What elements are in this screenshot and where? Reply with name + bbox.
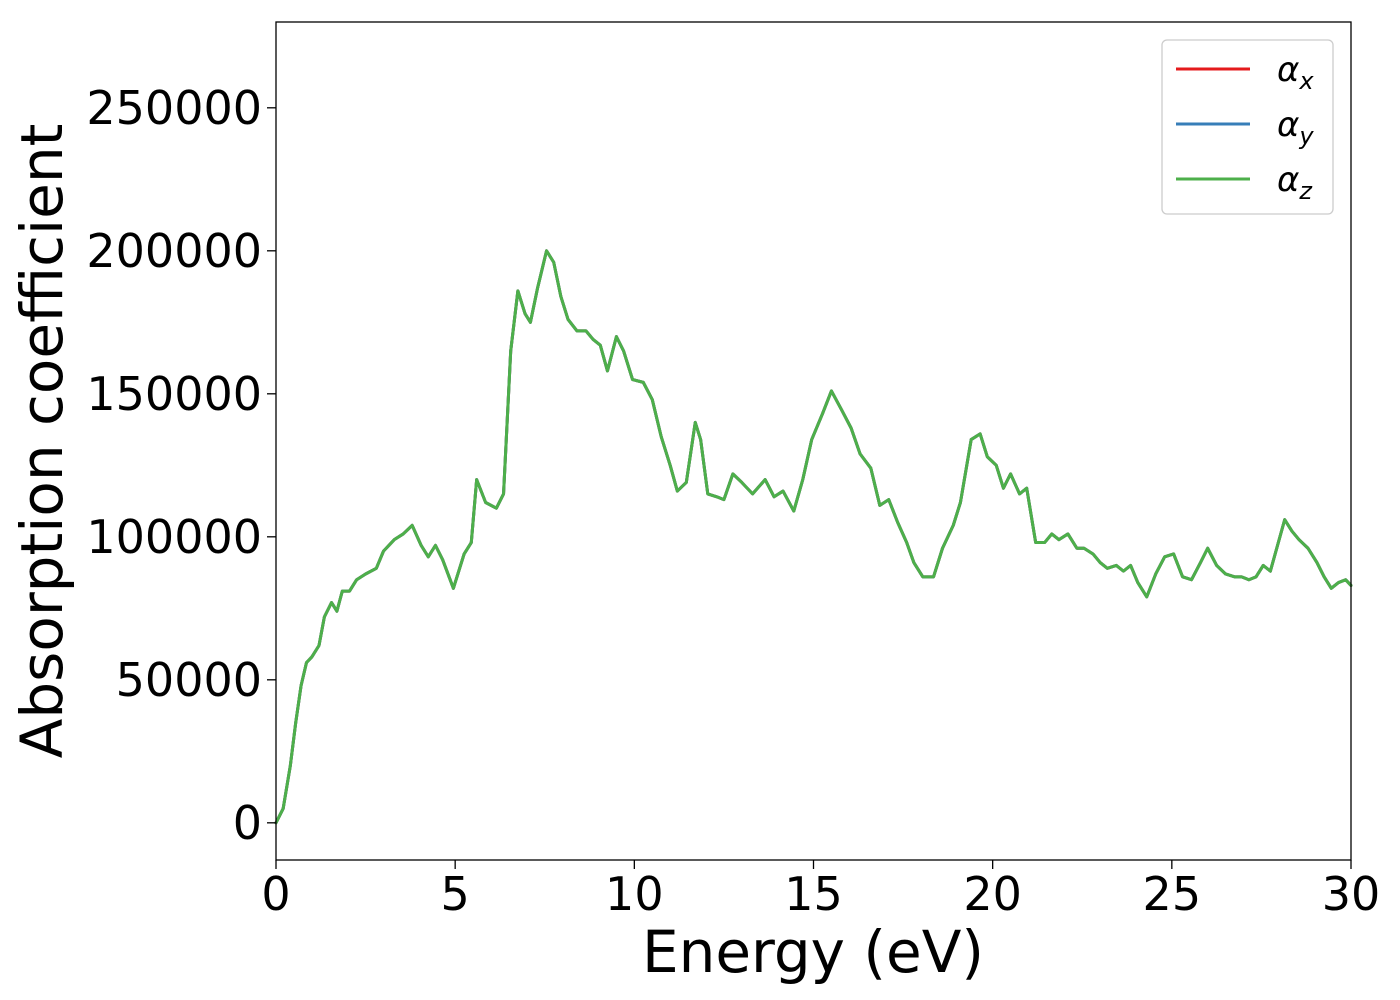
series-layer — [274, 249, 1353, 825]
x-tick-label: 5 — [441, 867, 470, 921]
x-tick-label: 20 — [963, 867, 1022, 921]
x-tick-label: 15 — [784, 867, 843, 921]
x-tick-label: 25 — [1143, 867, 1202, 921]
legend-subscript: y — [1298, 122, 1314, 150]
y-tick-label: 200000 — [86, 224, 262, 278]
y-axis-title: Absorption coefficient — [8, 124, 76, 759]
legend-symbol: α — [1277, 50, 1299, 90]
legend-label-2: αy — [1277, 105, 1314, 150]
x-axis-title: Energy (eV) — [642, 918, 984, 986]
legend-box — [1161, 39, 1334, 215]
legend-label-3: αz — [1277, 160, 1313, 205]
x-tick-label: 30 — [1322, 867, 1381, 921]
legend-symbol: α — [1277, 105, 1299, 145]
legend-subscript: x — [1298, 67, 1314, 95]
y-axis-ticks: 0 50000 100000 150000 200000 250000 — [86, 81, 276, 850]
legend-subscript: z — [1298, 177, 1313, 205]
y-tick-label: 150000 — [86, 367, 262, 421]
y-tick-label: 250000 — [86, 81, 262, 135]
x-axis-ticks: 0 5 10 15 20 25 30 — [261, 860, 1380, 921]
y-tick-label: 0 — [233, 796, 262, 850]
legend-label-1: αx — [1277, 50, 1314, 95]
series-line-3 — [274, 249, 1353, 825]
y-tick-label: 50000 — [116, 653, 262, 707]
legend-symbol: α — [1277, 160, 1299, 200]
x-tick-label: 0 — [261, 867, 290, 921]
y-tick-label: 100000 — [86, 510, 262, 564]
x-tick-label: 10 — [605, 867, 664, 921]
